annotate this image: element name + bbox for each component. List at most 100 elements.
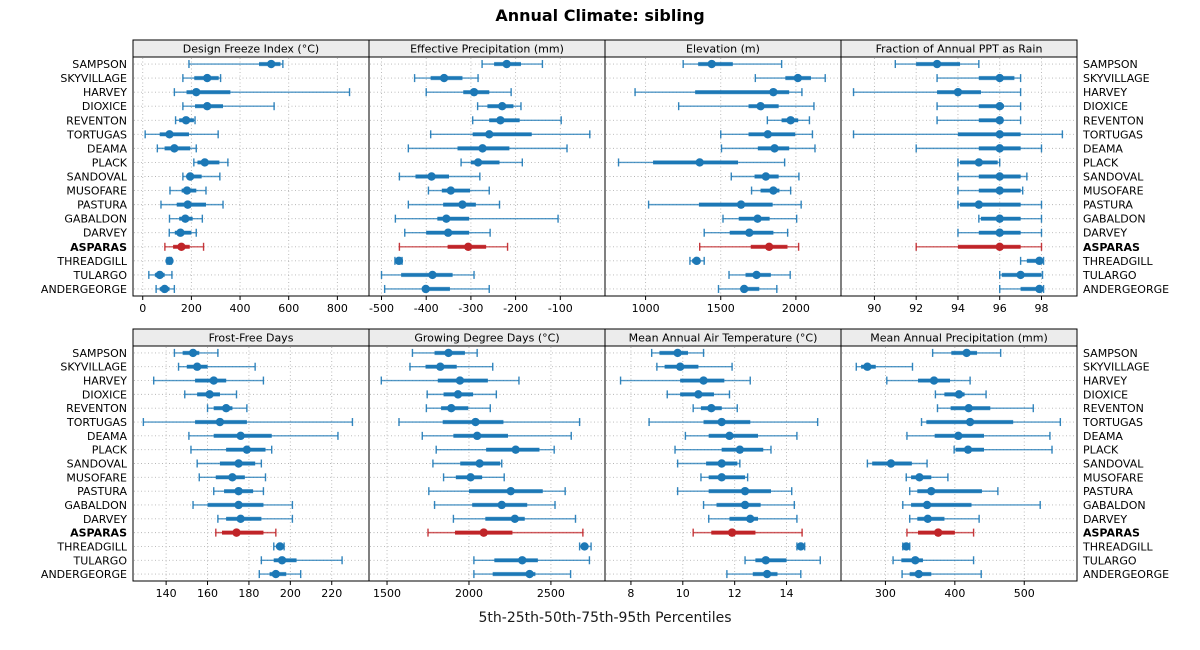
station-label-right-tortugas: TORTUGAS xyxy=(1082,128,1143,141)
median-dot-deama xyxy=(770,144,779,153)
median-dot-musofare xyxy=(995,186,1004,195)
axis-tick-label: 160 xyxy=(197,587,218,600)
median-dot-sandoval xyxy=(761,172,771,181)
median-dot-gabaldon xyxy=(922,500,932,510)
median-dot-reventon xyxy=(496,116,505,125)
median-dot-pastura xyxy=(927,486,936,496)
median-dot-sandoval xyxy=(995,172,1004,181)
station-label-right-asparas: ASPARAS xyxy=(1083,527,1140,540)
axis-tick-label: 800 xyxy=(327,302,348,315)
station-label-left-musofare: MUSOFARE xyxy=(66,185,127,198)
median-dot-skyvillage xyxy=(793,73,803,83)
median-dot-deama xyxy=(236,431,245,441)
median-dot-deama xyxy=(954,431,963,441)
station-label-right-sandoval: SANDOVAL xyxy=(1083,171,1144,184)
station-label-right-tulargo: TULARGO xyxy=(1082,269,1137,282)
median-dot-sampson xyxy=(266,59,276,69)
station-label-right-reventon: REVENTON xyxy=(1083,114,1144,127)
median-dot-tortugas xyxy=(763,130,772,139)
median-dot-skyvillage xyxy=(203,73,212,83)
axis-tick-label: 1500 xyxy=(373,587,401,600)
station-label-left-dioxice: DIOXICE xyxy=(82,388,127,401)
axis-tick-label: 400 xyxy=(944,587,965,600)
percentiles-caption: 5th-25th-50th-75th-95th Percentiles xyxy=(478,610,732,626)
station-label-left-pastura: PASTURA xyxy=(77,199,127,212)
station-label-right-skyvillage: SKYVILLAGE xyxy=(1083,72,1150,85)
median-dot-asparas xyxy=(177,242,186,251)
median-dot-sandoval xyxy=(717,459,726,468)
median-dot-andergeorge xyxy=(160,284,169,294)
median-dot-reventon xyxy=(181,116,191,125)
median-dot-reventon xyxy=(964,404,973,413)
median-dot-threadgill xyxy=(580,542,589,551)
median-dot-tulargo xyxy=(761,556,770,565)
station-label-right-deama: DEAMA xyxy=(1083,430,1123,443)
median-dot-asparas xyxy=(464,242,473,251)
panel-frame xyxy=(840,345,1078,582)
station-label-right-threadgill: THREADGILL xyxy=(1082,540,1153,553)
station-label-right-harvey: HARVEY xyxy=(1083,375,1127,388)
median-dot-reventon xyxy=(447,404,456,413)
median-dot-sandoval xyxy=(234,459,243,468)
panel-title: Effective Precipitation (mm) xyxy=(410,43,564,56)
median-dot-dioxice xyxy=(497,102,507,111)
station-label-left-tortugas: TORTUGAS xyxy=(66,128,127,141)
median-dot-darvey xyxy=(236,514,245,523)
panel-frame xyxy=(132,56,370,297)
median-dot-asparas xyxy=(933,528,943,537)
station-label-left-dioxice: DIOXICE xyxy=(82,100,127,113)
median-dot-threadgill xyxy=(902,542,911,551)
station-label-left-harvey: HARVEY xyxy=(83,86,127,99)
median-dot-musofare xyxy=(182,186,192,195)
median-dot-sampson xyxy=(707,59,716,69)
median-dot-threadgill xyxy=(692,256,701,266)
median-dot-plack xyxy=(963,445,973,454)
median-dot-plack xyxy=(735,445,745,454)
station-label-right-gabaldon: GABALDON xyxy=(1083,213,1146,226)
median-dot-pastura xyxy=(458,200,467,209)
median-dot-dioxice xyxy=(453,390,463,399)
axis-tick-label: 14 xyxy=(780,587,794,600)
median-dot-tulargo xyxy=(428,270,437,280)
median-dot-andergeorge xyxy=(1035,284,1044,294)
axis-tick-label: 200 xyxy=(181,302,202,315)
station-label-right-gabaldon: GABALDON xyxy=(1083,499,1146,512)
station-label-left-musofare: MUSOFARE xyxy=(66,471,127,484)
median-dot-dioxice xyxy=(954,390,964,399)
median-dot-musofare xyxy=(717,473,726,482)
median-dot-darvey xyxy=(745,228,754,237)
panel-title: Mean Annual Precipitation (mm) xyxy=(870,332,1047,345)
median-dot-musofare xyxy=(446,186,455,195)
median-dot-dioxice xyxy=(756,102,765,111)
axis-tick-label: -100 xyxy=(548,302,573,315)
station-label-right-musofare: MUSOFARE xyxy=(1083,185,1144,198)
median-dot-harvey xyxy=(699,376,708,385)
station-label-left-skyvillage: SKYVILLAGE xyxy=(60,361,127,374)
median-dot-pastura xyxy=(974,200,984,209)
panel-title: Design Freeze Index (°C) xyxy=(183,43,319,56)
station-label-left-pastura: PASTURA xyxy=(77,485,127,498)
median-dot-harvey xyxy=(469,87,479,97)
median-dot-tulargo xyxy=(277,556,287,565)
station-label-left-andergeorge: ANDERGEORGE xyxy=(41,568,127,581)
median-dot-harvey xyxy=(192,87,201,97)
axis-tick-label: 98 xyxy=(1034,302,1048,315)
median-dot-andergeorge xyxy=(762,569,772,579)
station-label-left-asparas: ASPARAS xyxy=(70,527,127,540)
axis-tick-label: 1000 xyxy=(632,302,660,315)
median-dot-sandoval xyxy=(427,172,436,181)
axis-tick-label: 94 xyxy=(951,302,965,315)
axis-tick-label: 200 xyxy=(280,587,301,600)
median-dot-plack xyxy=(242,445,252,454)
median-dot-sandoval xyxy=(185,172,195,181)
station-label-right-skyvillage: SKYVILLAGE xyxy=(1083,361,1150,374)
axis-tick-label: 10 xyxy=(676,587,690,600)
station-label-right-sandoval: SANDOVAL xyxy=(1083,458,1144,471)
median-dot-tortugas xyxy=(717,417,726,427)
station-label-left-tulargo: TULARGO xyxy=(72,269,127,282)
station-label-left-sampson: SAMPSON xyxy=(72,347,127,360)
median-dot-sampson xyxy=(673,348,682,358)
page-title: Annual Climate: sibling xyxy=(495,6,705,25)
median-dot-harvey xyxy=(929,376,939,385)
station-label-left-plack: PLACK xyxy=(92,156,128,169)
